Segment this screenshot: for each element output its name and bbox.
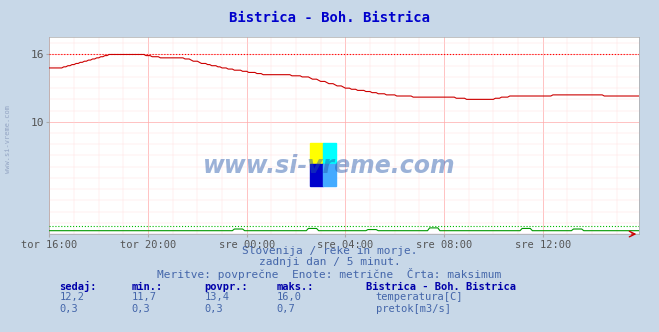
Text: Meritve: povprečne  Enote: metrične  Črta: maksimum: Meritve: povprečne Enote: metrične Črta:…: [158, 268, 501, 280]
Text: Bistrica - Boh. Bistrica: Bistrica - Boh. Bistrica: [366, 282, 516, 291]
Text: www.si-vreme.com: www.si-vreme.com: [5, 106, 11, 173]
Text: 12,2: 12,2: [59, 292, 84, 302]
Text: temperatura[C]: temperatura[C]: [376, 292, 463, 302]
Text: pretok[m3/s]: pretok[m3/s]: [376, 304, 451, 314]
Text: zadnji dan / 5 minut.: zadnji dan / 5 minut.: [258, 257, 401, 267]
Bar: [310, 164, 323, 186]
Bar: [310, 143, 323, 164]
Text: Bistrica - Boh. Bistrica: Bistrica - Boh. Bistrica: [229, 11, 430, 25]
Text: 13,4: 13,4: [204, 292, 229, 302]
Text: 0,3: 0,3: [59, 304, 78, 314]
Bar: [323, 164, 336, 186]
Text: 0,3: 0,3: [132, 304, 150, 314]
Text: www.si-vreme.com: www.si-vreme.com: [203, 154, 456, 178]
Text: sedaj:: sedaj:: [59, 281, 97, 291]
Bar: [323, 143, 336, 164]
Text: povpr.:: povpr.:: [204, 282, 248, 291]
Text: 0,7: 0,7: [277, 304, 295, 314]
Text: 11,7: 11,7: [132, 292, 157, 302]
Text: min.:: min.:: [132, 282, 163, 291]
Text: 0,3: 0,3: [204, 304, 223, 314]
Text: maks.:: maks.:: [277, 282, 314, 291]
Text: 16,0: 16,0: [277, 292, 302, 302]
Text: Slovenija / reke in morje.: Slovenija / reke in morje.: [242, 246, 417, 256]
